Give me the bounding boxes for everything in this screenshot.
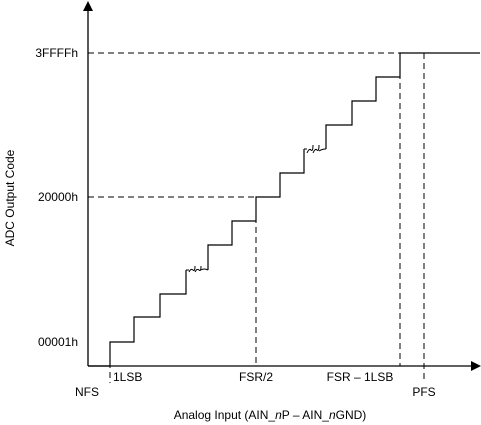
dashed-guides bbox=[88, 52, 425, 383]
x-tick-1lsb: 1LSB bbox=[113, 370, 142, 384]
break-symbol-upper bbox=[304, 144, 327, 154]
x-title-n-1: n bbox=[275, 408, 282, 422]
staircase-upper bbox=[325, 52, 480, 149]
y-tick-00001h: 00001h bbox=[38, 335, 78, 349]
x-title-part-3: GND) bbox=[336, 408, 367, 422]
x-title-n-2: n bbox=[329, 408, 336, 422]
x-tick-fsr-half: FSR/2 bbox=[239, 370, 273, 384]
x-tick-fsr-minus-1lsb: FSR – 1LSB bbox=[327, 370, 394, 384]
x-tick-pfs: PFS bbox=[412, 385, 435, 399]
y-tick-3ffffh: 3FFFFh bbox=[35, 46, 78, 60]
x-title-part-2: P – AIN_ bbox=[282, 408, 329, 422]
y-tick-20000h: 20000h bbox=[38, 190, 78, 204]
x-title-part-1: Analog Input (AIN_ bbox=[174, 408, 276, 422]
x-axis-title: Analog Input (AIN_nP – AIN_nGND) bbox=[174, 408, 367, 422]
y-axis-title: ADC Output Code bbox=[3, 149, 17, 246]
staircase-curve bbox=[88, 52, 480, 367]
break-symbol-lower bbox=[186, 265, 209, 273]
staircase-lower bbox=[88, 270, 187, 367]
staircase-middle bbox=[207, 149, 305, 270]
x-tick-nfs: NFS bbox=[75, 385, 99, 399]
